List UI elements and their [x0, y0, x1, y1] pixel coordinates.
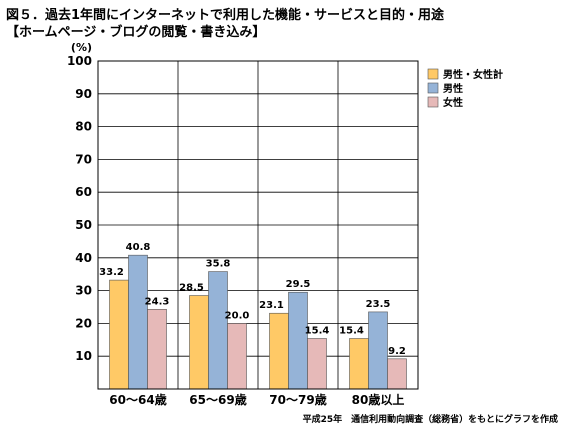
y-tick-label: 50: [75, 218, 92, 232]
y-axis-unit-label: (%): [71, 41, 92, 54]
legend-label: 女性: [443, 96, 463, 109]
data-label: 29.5: [286, 279, 311, 290]
bars: [109, 254, 407, 390]
x-tick-label: 70～79歳: [269, 392, 326, 407]
legend-label: 男性: [443, 82, 463, 95]
data-label: 15.4: [339, 325, 364, 336]
plot-frame: [97, 60, 419, 390]
y-tick-label: 70: [75, 152, 92, 166]
y-tick-label: 80: [75, 120, 92, 134]
data-label: 28.5: [179, 283, 204, 294]
legend-swatch: [427, 82, 439, 94]
bar: [269, 312, 289, 390]
axes: 10 20 30 40 50 60 70 80 90 100(%) 60～64歳 65～69歳 70～7…: [67, 41, 419, 407]
y-tick-label: 30: [75, 284, 92, 298]
data-label: 15.4: [305, 325, 330, 336]
bar: [109, 279, 129, 390]
y-tick-label: 10: [75, 349, 92, 363]
data-label: 40.8: [126, 242, 151, 253]
y-tick-label: 90: [75, 87, 92, 101]
data-label: 20.0: [225, 310, 250, 321]
bar: [288, 291, 308, 390]
data-label: 23.5: [366, 299, 391, 310]
bar: [208, 271, 228, 390]
data-label: 24.3: [145, 296, 170, 307]
bar: [307, 338, 327, 390]
x-tick-label: 60～64歳: [109, 392, 166, 407]
bar: [128, 254, 148, 390]
bar: [227, 323, 247, 390]
x-tick-label: 65～69歳: [189, 392, 246, 407]
bar: [189, 295, 209, 390]
data-label: 23.1: [259, 300, 284, 311]
y-tick-label: 100: [67, 54, 92, 68]
legend-swatch: [427, 96, 439, 108]
legend-swatch: [427, 68, 439, 80]
bar: [349, 338, 369, 390]
x-tick-label: 80歳以上: [352, 392, 405, 407]
value-labels: 33.2 40.8 24.3 28.5 35.8 20.0 23.129.5 15.4 15.4…: [99, 242, 406, 357]
y-tick-label: 20: [75, 316, 92, 330]
bar: [387, 358, 407, 390]
bar: [147, 308, 167, 390]
chart-title-line2: 【ホームページ・ブログの閲覧・書き込み】: [6, 25, 266, 40]
data-label: 33.2: [99, 267, 124, 278]
y-tick-label: 40: [75, 251, 92, 265]
source-note: 平成25年 通信利用動向調査（総務省）をもとにグラフを作成: [302, 415, 558, 425]
chart-title-line1: 図５．過去1年間にインターネットで利用した機能・サービスと目的・用途: [6, 8, 445, 23]
data-label: 35.8: [206, 259, 231, 270]
legend-label: 男性・女性計: [443, 68, 503, 81]
y-tick-label: 60: [75, 185, 92, 199]
data-label: 9.2: [388, 346, 406, 357]
bar: [368, 311, 388, 390]
